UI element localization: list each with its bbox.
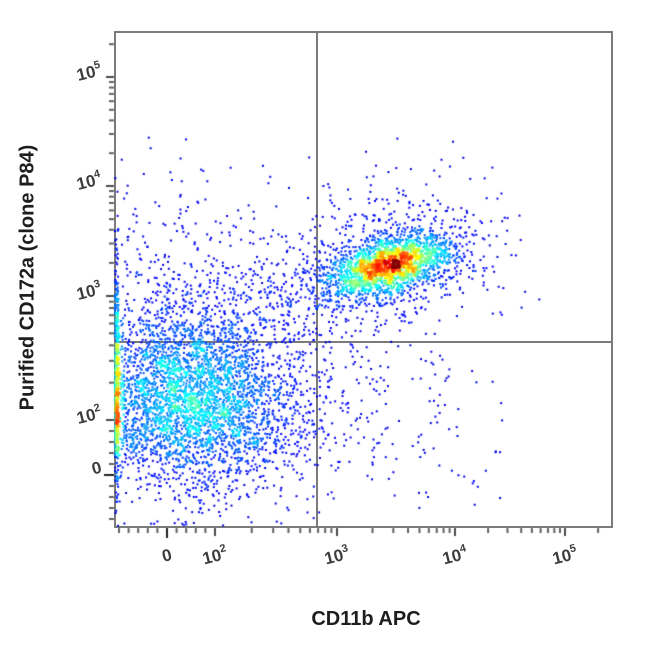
y-axis-label: Purified CD172a (clone P84) (16, 144, 39, 411)
x-axis-label: CD11b APC (311, 608, 421, 630)
